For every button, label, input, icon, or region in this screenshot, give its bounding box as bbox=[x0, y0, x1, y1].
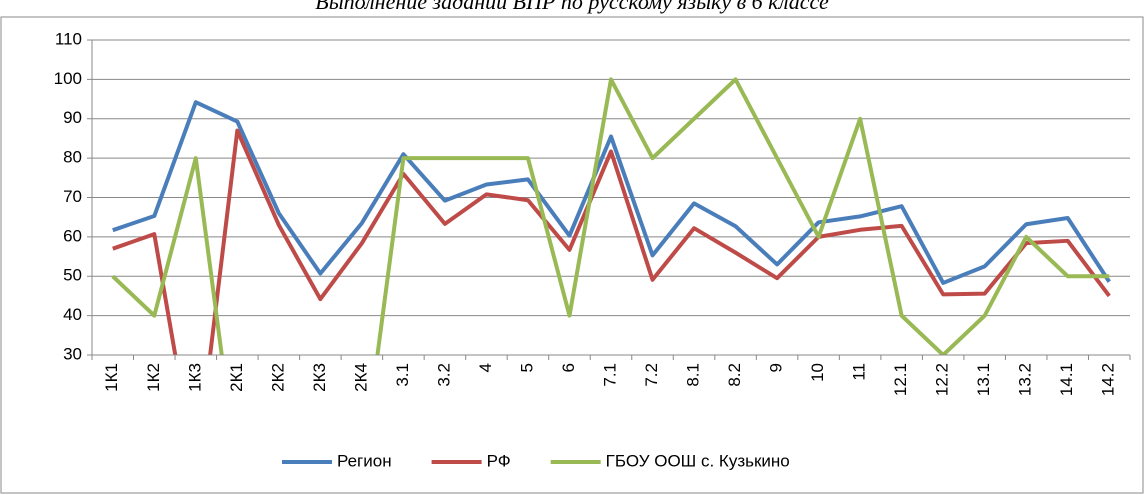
x-tick-label: 2К4 bbox=[351, 363, 370, 392]
y-tick-label: 30 bbox=[63, 344, 82, 363]
legend-label: Регион bbox=[337, 451, 392, 470]
x-tick-label: 9 bbox=[767, 363, 786, 372]
x-tick-label: 7.2 bbox=[642, 363, 661, 387]
x-tick-label: 14.1 bbox=[1057, 363, 1076, 396]
x-tick-label: 1К3 bbox=[185, 363, 204, 392]
x-tick-label: 8.1 bbox=[684, 363, 703, 387]
x-tick-label: 2К3 bbox=[310, 363, 329, 392]
x-tick-label: 3.2 bbox=[434, 363, 453, 387]
y-tick-label: 40 bbox=[63, 305, 82, 324]
x-tick-label: 13.2 bbox=[1016, 363, 1035, 396]
x-tick-label: 12.1 bbox=[891, 363, 910, 396]
x-tick-label: 1К2 bbox=[144, 363, 163, 392]
y-tick-label: 110 bbox=[55, 29, 82, 48]
x-tick-label: 12.2 bbox=[933, 363, 952, 396]
x-tick-label: 14.2 bbox=[1099, 363, 1118, 396]
y-tick-label: 100 bbox=[54, 69, 82, 88]
series-line bbox=[112, 100, 1111, 285]
x-tick-label: 3.1 bbox=[393, 363, 412, 387]
chart-title: Выполнение заданий ВПР по русскому языку… bbox=[315, 0, 829, 14]
x-tick-label: 2К2 bbox=[268, 363, 287, 392]
legend: Регион РФ ГБОУ ООШ с. Кузькино bbox=[282, 451, 790, 470]
x-tick-label: 7.1 bbox=[600, 363, 619, 387]
y-tick-label: 50 bbox=[63, 266, 82, 285]
chart-frame bbox=[0, 16, 1144, 494]
x-tick-label: 8.2 bbox=[725, 363, 744, 387]
series-line bbox=[112, 128, 1111, 355]
x-tick-label: 4 bbox=[476, 363, 495, 372]
y-tick-label: 90 bbox=[63, 108, 82, 127]
series-line bbox=[111, 77, 1110, 355]
legend-label: ГБОУ ООШ с. Кузькино bbox=[606, 451, 790, 470]
y-tick-label: 70 bbox=[63, 187, 82, 206]
x-tick-label: 6 bbox=[559, 363, 578, 372]
x-tick-label: 10 bbox=[808, 363, 827, 382]
x-tick-label: 2К1 bbox=[227, 363, 246, 392]
x-tick-label: 13.1 bbox=[974, 363, 993, 396]
legend-label: РФ bbox=[487, 451, 511, 470]
x-tick-label: 5 bbox=[517, 363, 536, 372]
y-tick-label: 60 bbox=[63, 226, 82, 245]
y-tick-label: 80 bbox=[63, 148, 82, 167]
x-tick-label: 1К1 bbox=[102, 363, 121, 392]
x-tick-label: 11 bbox=[850, 363, 869, 381]
